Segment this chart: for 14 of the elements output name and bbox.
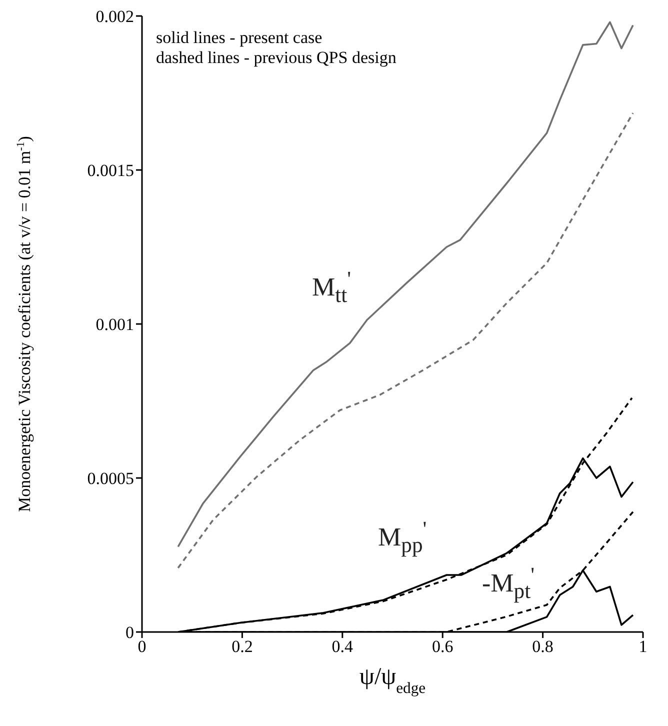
x-tick-label: 0.8 — [532, 637, 554, 656]
y-tick-label: 0.002 — [96, 7, 134, 26]
y-tick-label: 0.0015 — [87, 161, 134, 180]
x-tick-label: 0.6 — [432, 637, 454, 656]
x-tick-label: 0 — [138, 637, 146, 656]
y-tick-label: 0.001 — [96, 315, 134, 334]
x-tick-label: 1 — [638, 637, 648, 656]
x-tick-label: 0.2 — [232, 637, 253, 656]
annotation: solid lines - present case — [156, 28, 324, 48]
x-tick-label: 0.4 — [332, 637, 354, 656]
x-axis-title: ψ/ψ$_{edge}$ — [359, 664, 426, 696]
y-tick-label: 0 — [126, 623, 134, 642]
y-tick-label: 0.0005 — [87, 469, 134, 488]
annotation: dashed lines - previous QPS design — [156, 48, 396, 68]
